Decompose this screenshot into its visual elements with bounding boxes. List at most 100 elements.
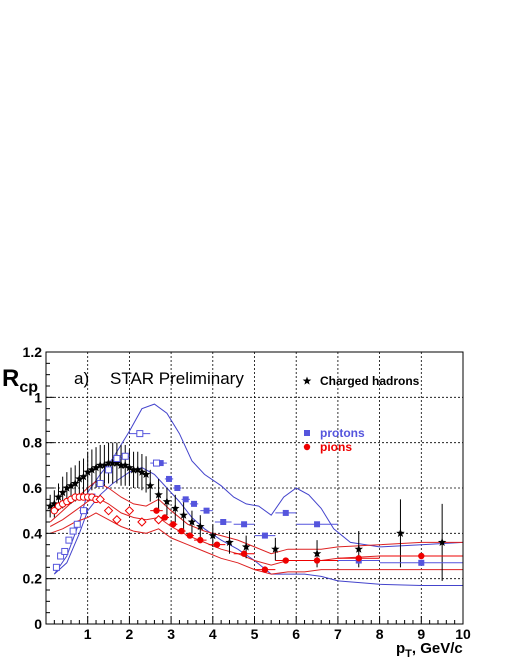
data-point	[313, 557, 321, 564]
data-point	[116, 460, 126, 469]
data-point	[418, 552, 425, 560]
data-point	[129, 465, 138, 474]
data-point	[113, 455, 121, 463]
x-tick-label: 4	[209, 626, 217, 642]
data-point	[50, 506, 59, 515]
data-point	[65, 536, 73, 544]
data-point	[66, 481, 76, 490]
axis-ticks: 1 2 3 4 5 6 7 8 9 10 0 0.2 0.4 0.6 0.8 1 1.2	[23, 344, 471, 642]
data-point	[57, 552, 65, 560]
x-tick-label: 3	[167, 626, 175, 642]
legend-marker	[304, 430, 310, 436]
data-point	[95, 494, 105, 505]
data-point	[196, 522, 205, 531]
data-point	[83, 467, 92, 476]
model-curve	[49, 480, 463, 555]
data-point	[153, 459, 161, 467]
data-point	[282, 509, 289, 516]
y-tick-label: 1.2	[23, 344, 43, 360]
data-point	[70, 479, 80, 488]
data-point	[225, 537, 234, 546]
data-point	[166, 475, 173, 482]
legend-marker	[303, 443, 311, 451]
data-point	[52, 563, 60, 571]
data-point	[203, 507, 210, 514]
data-markers	[45, 430, 463, 581]
data-point	[61, 547, 69, 555]
data-point	[141, 469, 151, 478]
data-point	[282, 557, 289, 564]
data-point	[354, 544, 363, 553]
data-point	[169, 521, 177, 528]
data-point	[182, 496, 189, 503]
y-axis-title-subscript: cp	[19, 379, 38, 396]
data-point	[108, 458, 117, 467]
panel-label: a)	[74, 369, 89, 388]
data-point	[50, 499, 59, 508]
y-tick-label: 0.2	[23, 571, 43, 587]
x-tick-label: 2	[126, 626, 134, 642]
data-point	[133, 465, 142, 474]
x-tick-label: 5	[251, 626, 259, 642]
x-axis-title-unit: , GeV/c	[412, 640, 463, 657]
legend-label: pions	[320, 440, 352, 454]
data-point	[121, 452, 129, 460]
data-point	[161, 514, 169, 521]
y-tick-label: 0	[34, 616, 42, 632]
data-point	[178, 527, 185, 535]
data-point	[174, 485, 181, 491]
data-point	[261, 532, 268, 539]
data-point	[197, 536, 204, 544]
data-point	[208, 531, 218, 540]
data-point	[213, 541, 221, 548]
data-point	[396, 528, 405, 537]
data-point	[171, 503, 180, 512]
data-point	[95, 460, 105, 469]
data-point	[261, 566, 269, 573]
legend-label: protons	[320, 426, 365, 440]
data-point	[418, 559, 425, 566]
x-axis-title-subscript: T	[405, 648, 412, 660]
data-point	[75, 474, 84, 483]
y-tick-label: 1	[34, 389, 42, 405]
data-point	[80, 507, 88, 515]
data-point	[355, 555, 362, 562]
x-tick-label: 6	[292, 626, 300, 642]
data-point	[87, 465, 97, 474]
legend-marker	[302, 376, 312, 385]
x-tick-label: 1	[84, 626, 92, 642]
data-point	[146, 481, 155, 490]
data-point	[54, 492, 63, 501]
y-tick-label: 0.6	[23, 480, 43, 496]
data-point	[240, 550, 248, 557]
data-point	[58, 488, 67, 497]
data-point	[62, 483, 72, 492]
data-point	[220, 519, 227, 525]
data-point	[69, 527, 77, 535]
data-point	[314, 521, 321, 528]
x-tick-label: 9	[417, 626, 425, 642]
data-point	[241, 542, 251, 551]
data-point	[136, 430, 144, 438]
data-point	[137, 467, 147, 476]
data-point	[45, 501, 55, 510]
y-tick-label: 0.4	[23, 525, 43, 541]
data-point	[137, 517, 147, 527]
data-point	[73, 520, 81, 528]
x-tick-label: 8	[376, 626, 384, 642]
data-point	[91, 463, 101, 472]
x-tick-label: 7	[334, 626, 342, 642]
data-point	[105, 466, 113, 474]
data-point	[437, 537, 447, 546]
data-point	[241, 521, 248, 528]
data-point	[153, 507, 160, 514]
data-point	[191, 500, 198, 507]
data-point	[312, 549, 322, 558]
data-point	[100, 460, 109, 469]
legend-label: Charged hadrons	[320, 374, 420, 388]
data-point	[154, 490, 163, 499]
x-tick-label: 10	[455, 626, 471, 642]
